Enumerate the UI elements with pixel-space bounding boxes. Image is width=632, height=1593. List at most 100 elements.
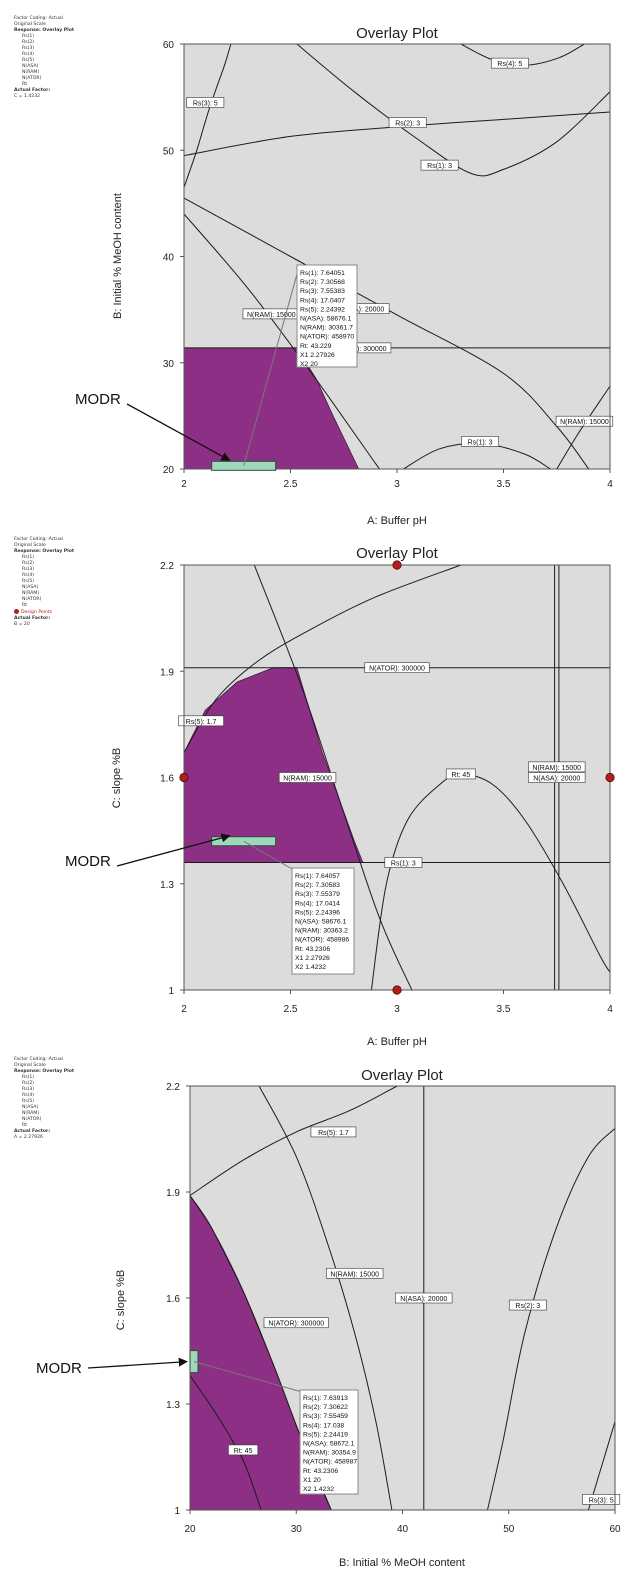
modr-annotation-label: MODR <box>36 1360 82 1377</box>
value-tooltip: Rs(1): 7.64057 Rs(2): 7.30583 Rs(3): 7.553… <box>291 867 355 975</box>
contour-label-box <box>178 715 224 727</box>
tooltip-line: X2 20 <box>300 361 318 368</box>
contour-label-text: Rs(5): 1.7 <box>186 719 217 726</box>
legend-response: Rt <box>22 603 27 608</box>
contour-label: N(ATOR): 300000 <box>364 662 430 674</box>
contour-label: N(RAM): 15000 <box>242 308 300 320</box>
contour-label-box <box>528 772 586 783</box>
plot-content <box>184 565 610 990</box>
contour-line <box>190 1375 262 1510</box>
contour-label-box <box>461 436 499 447</box>
x-tick-label: 2.5 <box>284 1004 298 1015</box>
legend-response: N(RAM) <box>22 70 40 75</box>
overlay-plot-1: Overlay Plot A: Buffer pH B: Initial % M… <box>75 25 614 527</box>
tooltip-leader-line <box>193 1361 303 1393</box>
tooltip-line: Rs(1): 7.63913 <box>303 1395 348 1402</box>
design-point <box>179 772 189 783</box>
tooltip-leader-line <box>243 266 300 466</box>
legend-response: Rt <box>22 82 27 87</box>
legend-response: Rs(5) <box>22 1099 35 1104</box>
contour-line <box>253 565 413 990</box>
contour-label-text: Rs(1): 3 <box>468 439 493 446</box>
y-axis-label: C: slope %B <box>115 1270 127 1331</box>
legend-actual-factor: B = 20 <box>14 622 30 627</box>
contour-label: Rs(4): 5 <box>490 57 529 69</box>
contour-label: Rt: 45 <box>445 768 476 780</box>
x-tick-label: 2 <box>181 479 187 490</box>
tooltip-line: X1 2.27926 <box>300 352 335 359</box>
x-tick-label: 3 <box>394 1004 400 1015</box>
tooltip-line: X1 20 <box>303 1477 321 1484</box>
design-point <box>605 772 615 783</box>
contour-label-text: Rs(3): 5 <box>193 100 218 107</box>
overlay-plot-panel-2: Factor Coding: Actual Original Scale Res… <box>0 530 632 1060</box>
tooltip-line: Rs(3): 7.55459 <box>303 1413 348 1420</box>
contour-label-box <box>388 117 427 128</box>
contour-label: Rs(5): 1.7 <box>178 715 224 727</box>
x-tick-label: 50 <box>503 1524 515 1535</box>
tooltip-line: N(ASA): 58676.1 <box>295 919 347 926</box>
chart-title: Overlay Plot <box>356 545 439 562</box>
contour-label: N(RAM): 15000 <box>528 761 586 773</box>
contour-label-text: Rs(1): 3 <box>427 163 452 170</box>
tooltip-line: N(ATOR): 458986 <box>295 937 349 944</box>
x-tick-label: 40 <box>397 1524 409 1535</box>
y-tick-label: 1.3 <box>160 880 174 891</box>
overlay-plot-2: Overlay Plot A: Buffer pH C: slope %B Rs… <box>65 545 615 1048</box>
x-tick-label: 4 <box>607 1004 613 1015</box>
contour-label-text: Rs(4): 5 <box>497 61 522 68</box>
tooltip-line: N(RAM): 30363.2 <box>295 928 348 935</box>
tooltip-line: Rs(5): 2.24419 <box>303 1431 348 1438</box>
y-tick-label: 1 <box>168 986 174 997</box>
legend-response: Rs(2) <box>22 1081 35 1086</box>
contour-label: Rs(2): 3 <box>388 117 427 128</box>
x-tick-label: 30 <box>291 1524 303 1535</box>
legend-actual-factor: C = 1.4232 <box>14 94 41 99</box>
contour-line <box>556 385 610 469</box>
design-point <box>392 560 402 570</box>
contour-label-text: N(RAM): 15000 <box>330 1271 379 1278</box>
x-axis-label: B: Initial % MeOH content <box>339 1557 465 1569</box>
contour-line <box>296 44 610 177</box>
contour-label: Rs(1): 3 <box>420 159 459 171</box>
tooltip-box <box>296 264 358 368</box>
y-tick-label: 60 <box>163 40 175 51</box>
legend-response: N(ATOR) <box>22 1117 42 1122</box>
contour-label-box <box>364 662 430 674</box>
tooltip-line: N(ATOR): 458970 <box>300 334 354 341</box>
legend-actual-factor-header: Actual Factor: <box>14 88 51 93</box>
contour-label-text: N(RAM): 15000 <box>247 312 296 319</box>
contour-label: Rs(1): 3 <box>461 436 499 447</box>
contour-line <box>184 44 232 188</box>
contour-label-box <box>310 1126 357 1138</box>
y-tick-label: 40 <box>163 253 175 264</box>
contour-label: N(RAM): 15000 <box>555 415 614 427</box>
legend-response: Rs(4) <box>22 573 35 578</box>
x-axis-label: A: Buffer pH <box>367 515 427 527</box>
tooltip-line: N(ASA): 58672.1 <box>303 1441 355 1448</box>
tooltip-line: N(RAM): 30361.7 <box>300 325 353 332</box>
legend-actual-factor: A = 2.27926 <box>14 1135 43 1140</box>
contour-label: Rt: 45 <box>228 1444 259 1456</box>
tooltip-line: Rs(1): 7.64057 <box>295 873 340 880</box>
contour-label-text: Rs(3): 5 <box>589 1497 614 1504</box>
legend-response: N(RAM) <box>22 591 40 596</box>
modr-annotation-label: MODR <box>65 853 111 870</box>
modr-annotation-label: MODR <box>75 391 121 408</box>
tooltip-line: X1 2.27926 <box>295 955 330 962</box>
tooltip-line: Rs(4): 17.0414 <box>295 900 340 907</box>
legend-response: Rs(5) <box>22 579 35 584</box>
contour-label-text: Rs(1): 3 <box>391 861 416 868</box>
design-point <box>392 985 402 995</box>
tooltip-line: Rs(1): 7.64051 <box>300 270 345 277</box>
contour-label: N(RAM): 15000 <box>326 1267 384 1279</box>
contour-label: N(RAM): 15000 <box>278 772 337 783</box>
legend-factor-coding: Factor Coding: Actual <box>14 16 63 21</box>
tooltip-line: Rs(5): 2.24392 <box>300 306 345 313</box>
legend-response: Rs(2) <box>22 561 35 566</box>
contour-label: N(ASA): 20000 <box>395 1292 453 1304</box>
contour-label: Rs(2): 3 <box>508 1299 547 1311</box>
contour-label-text: N(ASA): 20000 <box>337 307 384 314</box>
legend-response: N(ASA) <box>22 585 39 590</box>
contour-label-text: N(RAM): 15000 <box>283 776 332 783</box>
